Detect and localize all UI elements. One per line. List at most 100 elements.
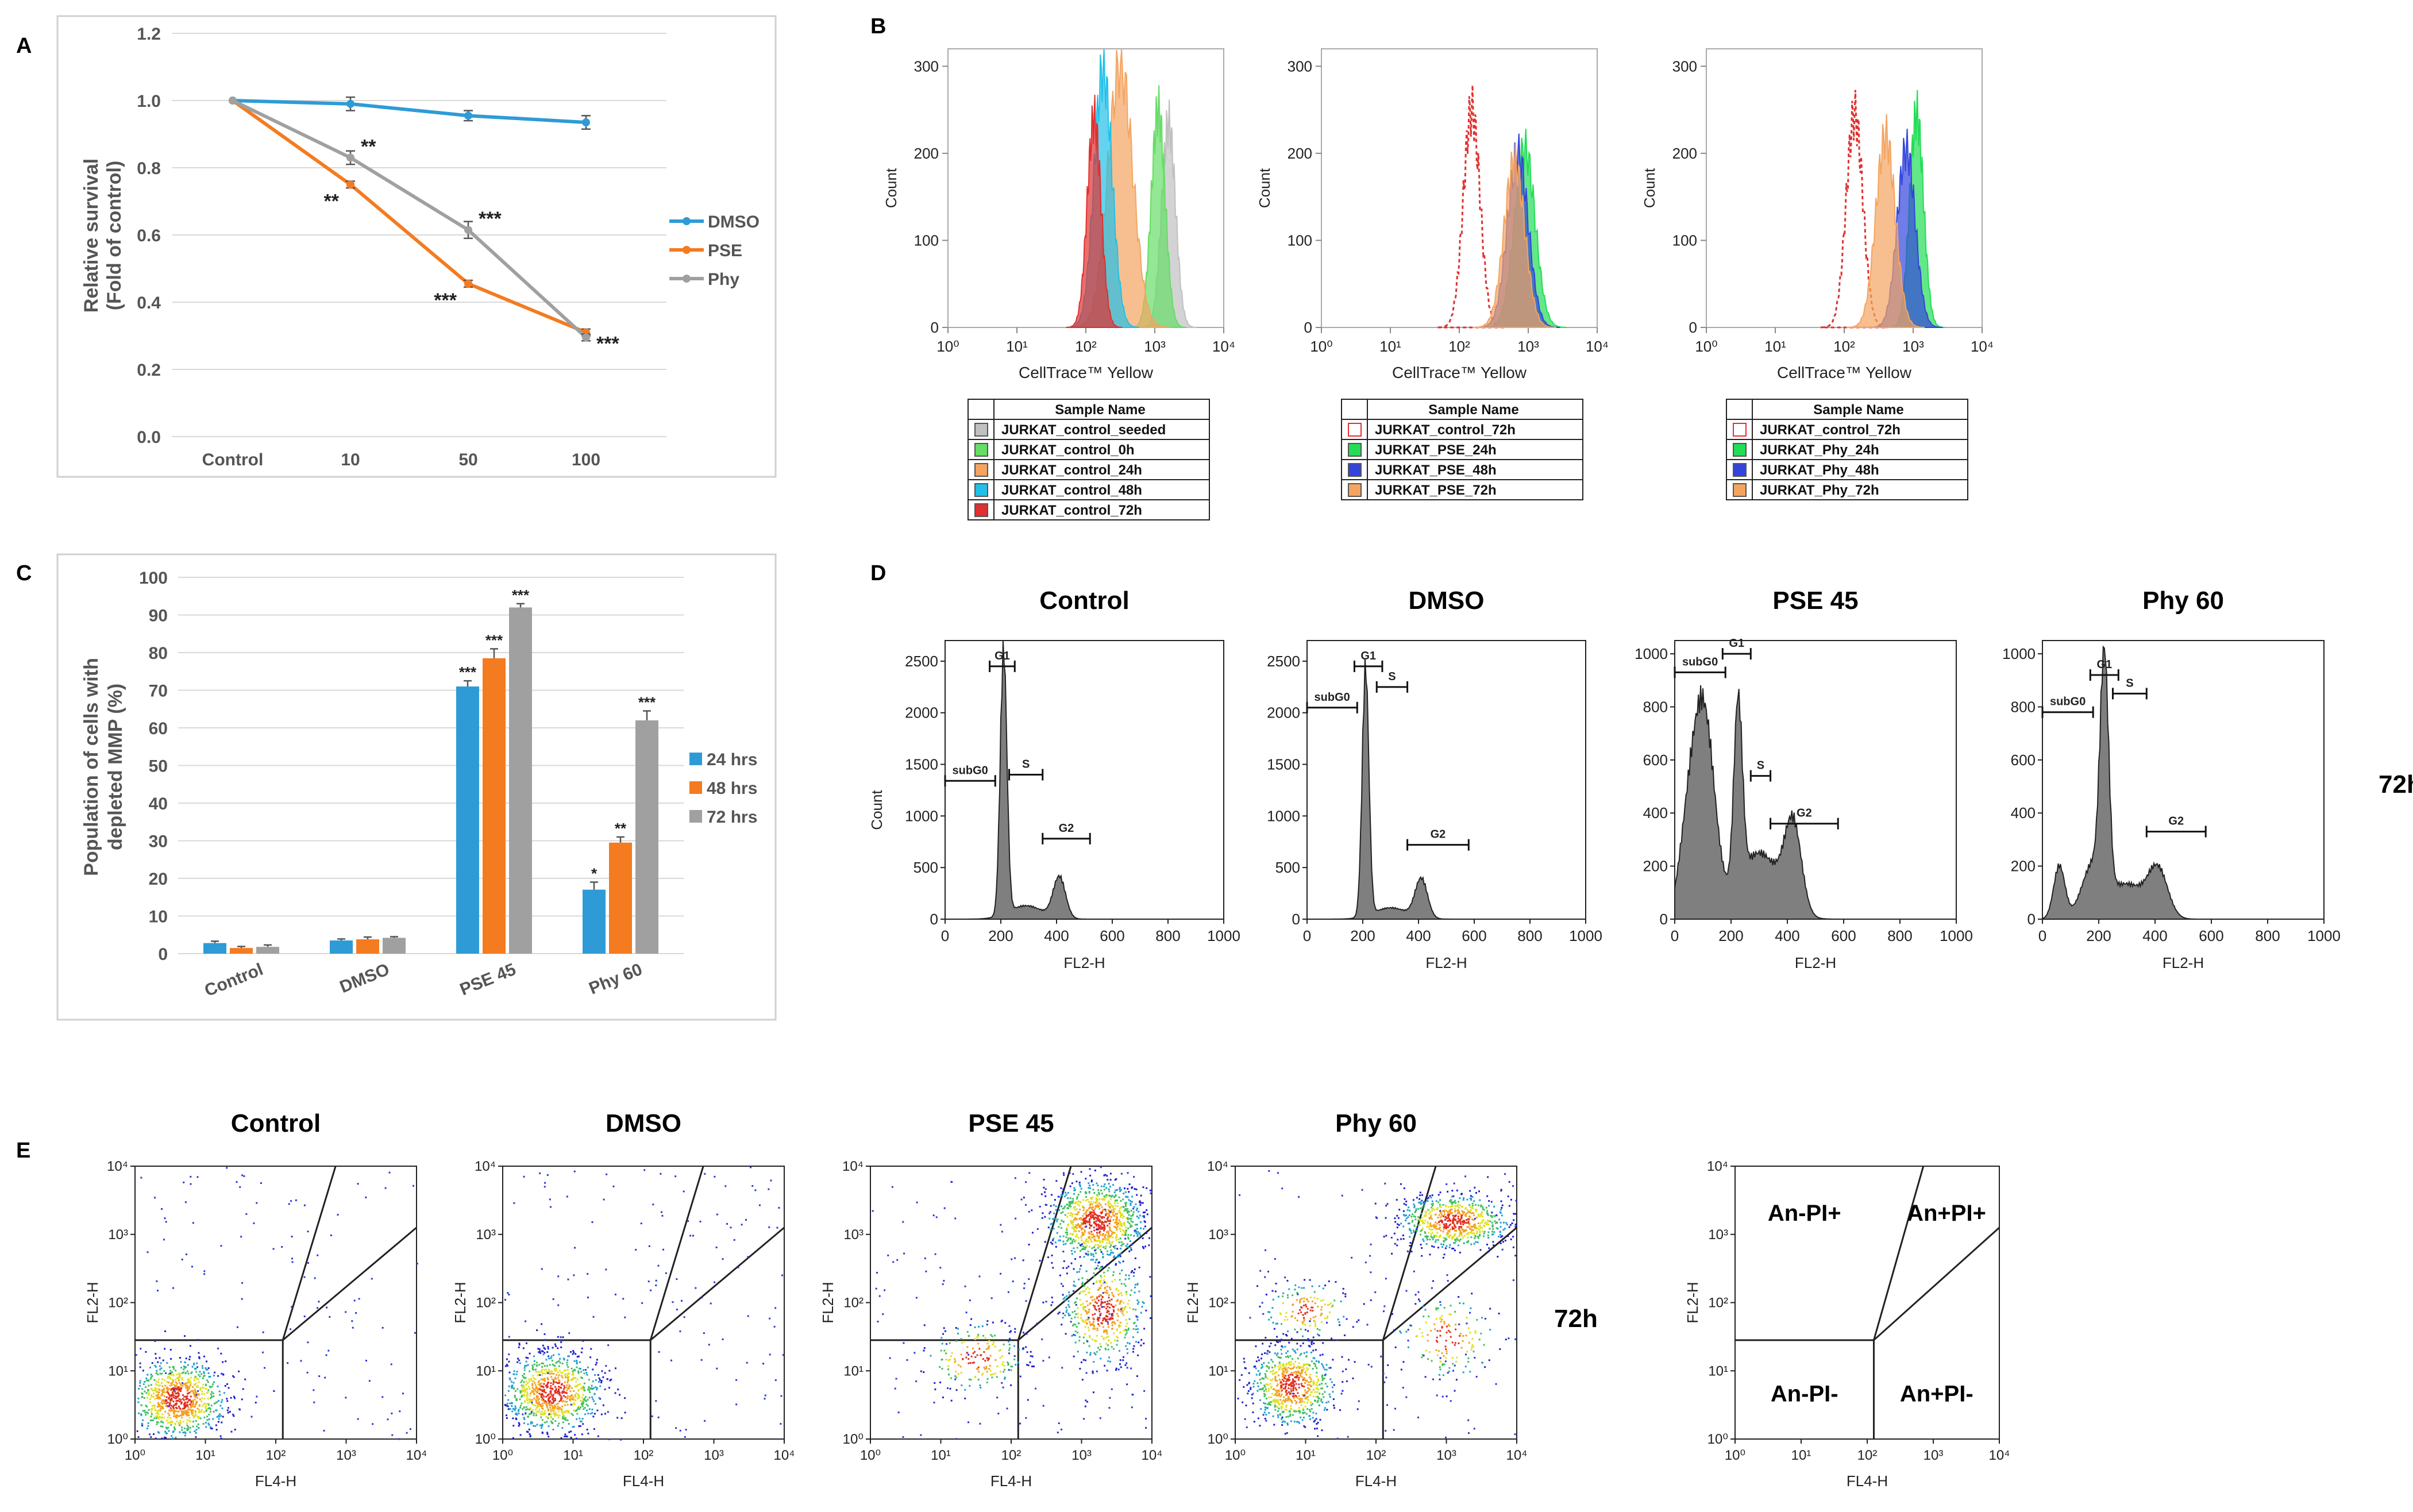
e-dot bbox=[525, 1409, 527, 1411]
e-dot bbox=[1075, 1201, 1077, 1204]
e-dot bbox=[560, 1398, 562, 1401]
e-dot bbox=[544, 1412, 546, 1414]
e-dot bbox=[1062, 1240, 1065, 1243]
e-dot bbox=[515, 1407, 517, 1409]
e-dot bbox=[1294, 1387, 1297, 1389]
e-dot bbox=[1083, 1321, 1085, 1324]
e-dot bbox=[979, 1384, 981, 1387]
e-dot bbox=[776, 1226, 778, 1229]
e-dot bbox=[526, 1382, 529, 1384]
e-dot bbox=[1070, 1220, 1072, 1222]
e-dot bbox=[554, 1392, 556, 1394]
e-dot bbox=[557, 1275, 560, 1278]
e-dot bbox=[1081, 1239, 1083, 1241]
e-dot bbox=[174, 1409, 176, 1411]
e-dot bbox=[1293, 1380, 1296, 1383]
e-dot bbox=[178, 1424, 180, 1426]
e-dot bbox=[183, 1395, 186, 1398]
d-ytick-label: 2500 bbox=[905, 653, 938, 670]
e-dot bbox=[1316, 1387, 1318, 1390]
e-dot bbox=[704, 1420, 706, 1422]
b-xtick-label: 10⁰ bbox=[936, 338, 959, 355]
e-dot bbox=[1093, 1272, 1095, 1274]
a-ytick-label: 0.4 bbox=[137, 294, 161, 313]
e-dot bbox=[1106, 1242, 1108, 1244]
e-dot bbox=[150, 1374, 152, 1376]
b-xtick-label: 10⁰ bbox=[1695, 338, 1717, 355]
b-xtick-label: 10² bbox=[1833, 338, 1855, 355]
e-dot bbox=[572, 1398, 574, 1401]
e-dot bbox=[1044, 1216, 1046, 1218]
e-dot bbox=[1138, 1301, 1140, 1303]
e-dot bbox=[1007, 1361, 1009, 1364]
e-dot bbox=[1108, 1297, 1110, 1299]
d-xtick-label: 800 bbox=[1887, 927, 1912, 944]
e-dot bbox=[555, 1388, 557, 1390]
e-dot bbox=[544, 1182, 546, 1184]
e-dot bbox=[210, 1405, 213, 1407]
e-dot bbox=[1123, 1222, 1125, 1225]
e-dot bbox=[1078, 1226, 1080, 1228]
e-dot bbox=[543, 1186, 546, 1188]
e-dot bbox=[142, 1383, 145, 1386]
e-dot bbox=[1309, 1364, 1311, 1367]
b-sample-name: JURKAT_control_24h bbox=[1001, 462, 1142, 478]
e-dot bbox=[1076, 1297, 1078, 1299]
e-dot bbox=[1143, 1328, 1146, 1330]
e-dot bbox=[546, 1364, 548, 1367]
e-dot bbox=[1279, 1340, 1281, 1343]
e-dot bbox=[164, 1384, 167, 1387]
e-dot bbox=[1277, 1399, 1279, 1401]
e-dot bbox=[970, 1379, 972, 1381]
e-dot bbox=[508, 1377, 511, 1379]
e-dot bbox=[159, 1405, 161, 1407]
e-dot bbox=[954, 1358, 956, 1360]
e-dot bbox=[1123, 1221, 1125, 1224]
e-dot bbox=[147, 1425, 149, 1427]
e-dot bbox=[1098, 1294, 1101, 1297]
e-dot bbox=[735, 1379, 738, 1381]
e-dot bbox=[1066, 1272, 1068, 1275]
e-dot bbox=[1285, 1356, 1287, 1358]
e-dot bbox=[608, 1438, 611, 1440]
e-dot bbox=[954, 1360, 957, 1363]
b-table-swatch bbox=[974, 503, 988, 517]
e-dot bbox=[572, 1376, 575, 1379]
e-dot bbox=[1090, 1252, 1092, 1255]
e-dot bbox=[1074, 1302, 1076, 1304]
e-dot bbox=[188, 1417, 191, 1419]
e-dot bbox=[1120, 1247, 1122, 1249]
e-dot bbox=[1321, 1383, 1323, 1385]
e-dot bbox=[1107, 1316, 1109, 1318]
e-dot bbox=[1124, 1208, 1127, 1210]
e-dot bbox=[1051, 1262, 1053, 1264]
e-dot bbox=[1104, 1247, 1107, 1249]
e-dot bbox=[1087, 1240, 1089, 1243]
e-dot bbox=[1251, 1394, 1254, 1396]
e-dot bbox=[1115, 1287, 1117, 1290]
e-dot bbox=[1308, 1409, 1310, 1411]
e-dot bbox=[1096, 1334, 1098, 1337]
e-dot bbox=[1093, 1238, 1096, 1240]
e-dot bbox=[157, 1413, 160, 1415]
c-bar bbox=[509, 607, 532, 954]
e-dot bbox=[566, 1377, 569, 1379]
e-dot bbox=[178, 1372, 180, 1375]
e-dot bbox=[1099, 1231, 1101, 1233]
panel-label-b: B bbox=[870, 14, 886, 38]
e-dot bbox=[657, 1416, 660, 1418]
e-dot bbox=[1085, 1240, 1087, 1242]
e-dot bbox=[605, 1365, 607, 1367]
e-dot bbox=[1268, 1402, 1270, 1404]
e-dot bbox=[186, 1386, 188, 1388]
e-dot bbox=[536, 1395, 538, 1397]
e-dot bbox=[985, 1348, 988, 1351]
e-dot bbox=[1102, 1326, 1104, 1328]
e-dot bbox=[1025, 1300, 1027, 1302]
e-dot bbox=[1096, 1370, 1098, 1372]
e-dot bbox=[1067, 1237, 1070, 1240]
e-dot bbox=[1088, 1233, 1090, 1235]
e-dot bbox=[195, 1382, 197, 1384]
e-dot bbox=[1130, 1234, 1132, 1236]
e-dot bbox=[1080, 1313, 1082, 1316]
